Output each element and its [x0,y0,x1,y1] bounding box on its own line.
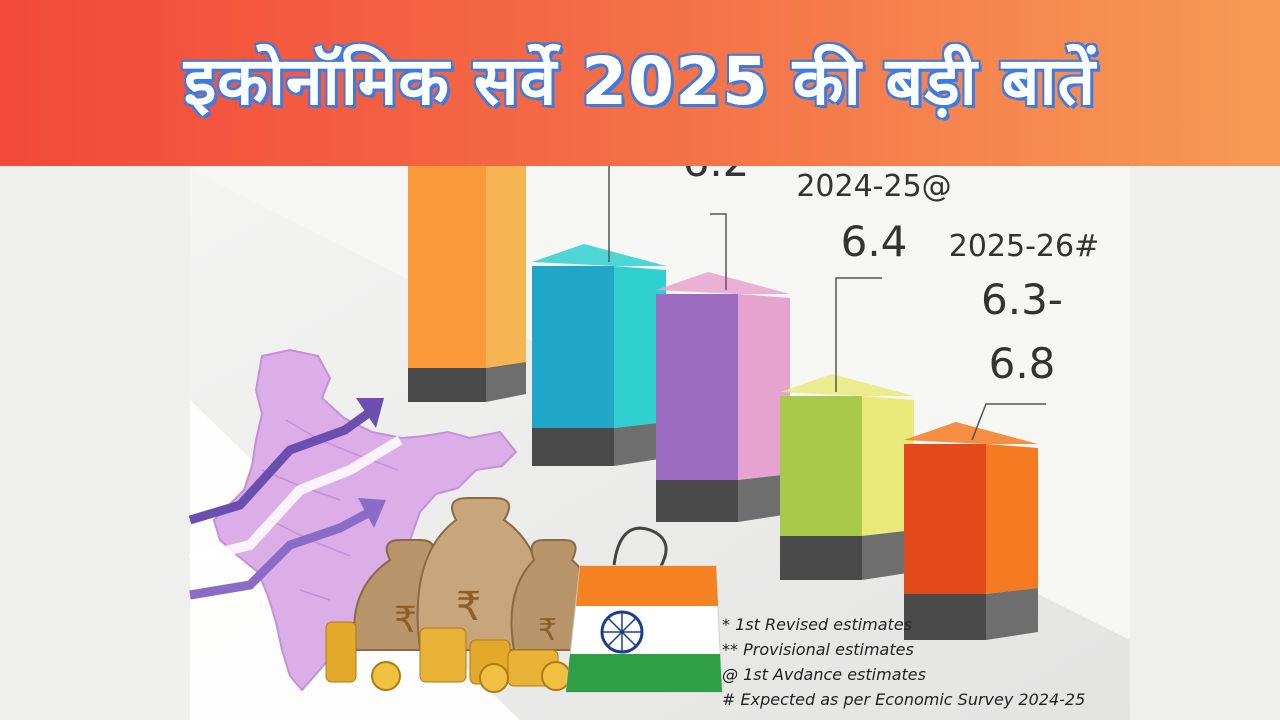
leader-line-2 [710,213,727,290]
bar-front-face [656,294,738,480]
category-label: 2025-26# [949,229,1099,264]
value-label: 6.3- [981,275,1063,324]
bar-base [656,480,738,522]
bar-base [408,368,486,402]
footnote-advance: @ 1st Avdance estimates [722,665,926,684]
bar-front-face [904,444,986,594]
bar-4 [780,374,914,580]
value-label: 6.8 [989,339,1056,388]
bar-side-face [614,266,666,428]
leader-line-4 [971,403,1046,441]
category-label: 2024-25@ [796,169,951,204]
footnotes: * 1st Revised estimates ** Provisional e… [722,612,1142,712]
svg-text:₹: ₹ [456,584,481,630]
bar-front-face [780,396,862,536]
bar-base-side [862,530,914,580]
bar-side-face [862,396,914,536]
title-banner: इकोनॉमिक सर्वे 2025 की बड़ी बातें [0,0,1280,166]
growth-arrow-icon [188,398,403,600]
footnote-provisional: ** Provisional estimates [722,640,914,659]
leader-line-3 [835,277,882,392]
bar-top-face [656,272,790,294]
bar-3 [656,272,790,522]
bar-front-face [408,159,486,368]
bar-base-side [738,474,790,522]
bar-base-side [614,422,666,466]
bar-top-face [532,244,666,266]
bar-top-face [904,422,1038,444]
bar-base-side [486,362,526,402]
svg-text:₹: ₹ [538,613,557,648]
svg-text:₹: ₹ [394,600,417,641]
bar-base [904,594,986,640]
bar-5 [904,422,1038,640]
rupee-coin-icon [325,621,571,693]
bar-front-face [532,266,614,428]
money-bag-icon: ₹ ₹ ₹ [353,497,599,651]
footnote-revised: * 1st Revised estimates [722,615,912,634]
bars-layer [408,137,1046,640]
bar-side-face [486,159,526,368]
value-label: 6.4 [841,217,908,266]
page-title: इकोनॉमिक सर्वे 2025 की बड़ी बातें [183,43,1097,120]
bar-side-face [738,294,790,480]
footnote-expected: # Expected as per Economic Survey 2024-2… [722,690,1086,709]
bar-base [532,428,614,466]
bar-1 [408,137,526,402]
ashoka-chakra-icon [600,610,644,654]
bar-side-face [986,444,1038,594]
bar-top-face [780,374,914,396]
bar-base-side [986,588,1038,640]
shopping-bag-icon [565,526,723,693]
bar-2 [532,244,666,466]
bar-base [780,536,862,580]
